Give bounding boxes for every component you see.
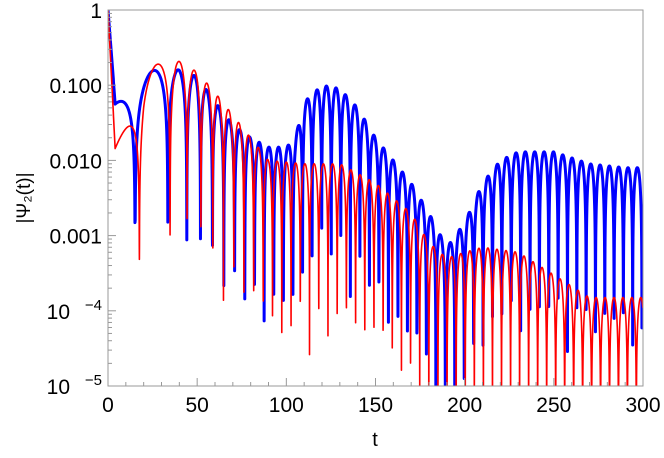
series-red-line bbox=[108, 10, 643, 386]
y-tick-label: 10 bbox=[47, 301, 70, 324]
x-tick-label: 200 bbox=[447, 394, 482, 417]
y-tick-label: 0.001 bbox=[49, 226, 102, 249]
x-tick-label: 0 bbox=[102, 394, 114, 417]
y-tick-exponent: −5 bbox=[85, 372, 102, 389]
y-tick-label: 0.010 bbox=[49, 150, 102, 173]
x-tick-label: 150 bbox=[358, 394, 393, 417]
y-tick-label: 10 bbox=[47, 376, 70, 399]
x-tick-label: 250 bbox=[536, 394, 571, 417]
x-tick-label: 100 bbox=[269, 394, 304, 417]
y-tick-label: 0.100 bbox=[49, 75, 102, 98]
y-axis-label: |Ψ₂(t)| bbox=[14, 172, 35, 223]
y-tick-exponent: −4 bbox=[85, 297, 102, 314]
x-tick-label: 300 bbox=[625, 394, 660, 417]
x-tick-label: 50 bbox=[185, 394, 208, 417]
y-tick-label: 1 bbox=[90, 0, 102, 23]
x-axis-label: t bbox=[372, 429, 378, 451]
